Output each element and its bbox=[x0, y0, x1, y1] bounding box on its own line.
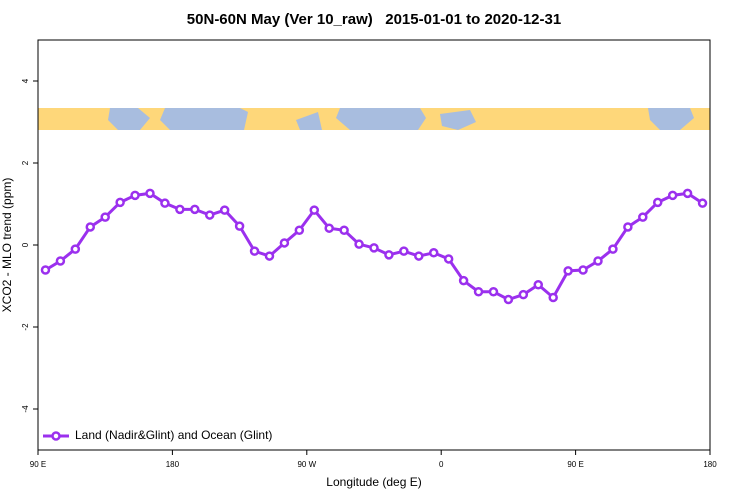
x-tick-label: 90 E bbox=[567, 460, 583, 469]
data-point bbox=[339, 225, 349, 235]
x-axis-label: Longitude (deg E) bbox=[326, 475, 421, 489]
data-point bbox=[175, 204, 185, 215]
data-point bbox=[70, 244, 81, 254]
data-point bbox=[204, 210, 215, 220]
data-point bbox=[55, 256, 66, 266]
data-point bbox=[279, 238, 290, 248]
data-point bbox=[488, 286, 499, 297]
data-point bbox=[115, 197, 125, 208]
data-point bbox=[682, 188, 693, 199]
data-point bbox=[428, 248, 439, 258]
data-point bbox=[130, 190, 140, 201]
data-point bbox=[458, 275, 469, 286]
y-axis-label: XCO2 - MLO trend (ppm) bbox=[0, 178, 14, 313]
data-point bbox=[369, 243, 379, 253]
data-point bbox=[608, 244, 618, 254]
x-tick-label: 90 W bbox=[297, 460, 316, 469]
chart-title: 50N-60N May (Ver 10_raw) 2015-01-01 to 2… bbox=[187, 11, 561, 28]
data-point bbox=[697, 198, 708, 208]
x-tick-label: 90 E bbox=[30, 460, 46, 469]
legend-marker bbox=[51, 431, 61, 441]
data-point bbox=[100, 212, 110, 222]
y-tick-label: 0 bbox=[21, 242, 30, 247]
map-band bbox=[38, 108, 710, 130]
data-point bbox=[85, 222, 96, 232]
data-point bbox=[190, 204, 200, 215]
data-point bbox=[160, 198, 170, 208]
data-point bbox=[309, 205, 320, 215]
y-tick-label: -2 bbox=[21, 323, 30, 331]
data-point bbox=[414, 251, 424, 261]
data-point bbox=[473, 286, 484, 297]
data-point bbox=[219, 205, 230, 215]
y-tick-label: -4 bbox=[21, 405, 30, 413]
data-point bbox=[667, 190, 678, 201]
data-point bbox=[264, 251, 275, 261]
y-tick-label: 4 bbox=[21, 78, 30, 83]
data-point bbox=[563, 266, 573, 276]
x-tick-label: 180 bbox=[703, 460, 717, 469]
data-point bbox=[533, 280, 544, 290]
y-tick-label: 2 bbox=[21, 160, 30, 165]
x-tick-label: 180 bbox=[166, 460, 180, 469]
data-point bbox=[40, 265, 51, 275]
data-point bbox=[324, 223, 334, 233]
data-point bbox=[384, 250, 394, 260]
data-point bbox=[593, 256, 603, 266]
data-point bbox=[443, 254, 454, 264]
data-point bbox=[548, 292, 558, 303]
x-tick-label: 0 bbox=[439, 460, 444, 469]
data-point bbox=[249, 246, 260, 256]
data-point bbox=[294, 225, 305, 235]
data-point bbox=[518, 289, 529, 300]
data-point bbox=[638, 212, 648, 222]
data-point bbox=[652, 197, 663, 208]
data-point bbox=[623, 222, 633, 232]
data-point bbox=[578, 265, 588, 275]
data-point bbox=[399, 246, 409, 256]
data-point bbox=[234, 221, 245, 231]
data-point bbox=[354, 239, 364, 249]
data-point bbox=[503, 294, 514, 305]
legend-label: Land (Nadir&Glint) and Ocean (Glint) bbox=[75, 428, 272, 442]
data-point bbox=[145, 188, 155, 199]
